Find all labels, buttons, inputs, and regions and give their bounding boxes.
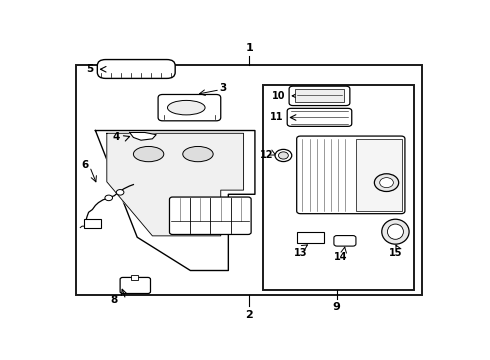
Text: 8: 8 — [110, 294, 118, 305]
Circle shape — [278, 152, 288, 159]
Ellipse shape — [183, 147, 213, 162]
Polygon shape — [96, 131, 255, 270]
Circle shape — [380, 177, 393, 188]
Ellipse shape — [388, 224, 403, 239]
FancyBboxPatch shape — [289, 86, 350, 105]
Text: 3: 3 — [219, 82, 226, 93]
Circle shape — [275, 149, 292, 162]
Text: 6: 6 — [81, 159, 88, 170]
Bar — [297, 232, 324, 243]
Circle shape — [116, 190, 124, 195]
Polygon shape — [107, 133, 244, 236]
FancyBboxPatch shape — [334, 235, 356, 246]
Text: 1: 1 — [245, 43, 253, 53]
Text: 10: 10 — [272, 91, 285, 101]
Bar — [356, 139, 402, 211]
Bar — [84, 219, 101, 228]
Text: 2: 2 — [245, 310, 253, 320]
Polygon shape — [129, 132, 156, 140]
Ellipse shape — [382, 219, 409, 244]
FancyBboxPatch shape — [158, 94, 220, 121]
Text: 12: 12 — [260, 150, 274, 160]
Text: 14: 14 — [334, 252, 348, 262]
Ellipse shape — [133, 147, 164, 162]
Circle shape — [374, 174, 399, 192]
Bar — [263, 85, 415, 290]
FancyBboxPatch shape — [98, 59, 175, 78]
FancyBboxPatch shape — [120, 278, 150, 293]
Text: 5: 5 — [86, 64, 94, 74]
Ellipse shape — [168, 100, 205, 115]
Bar — [131, 275, 138, 280]
Text: 11: 11 — [270, 112, 283, 122]
Text: 15: 15 — [389, 248, 402, 258]
Bar — [76, 66, 422, 296]
Text: 13: 13 — [294, 248, 307, 258]
FancyBboxPatch shape — [170, 197, 251, 234]
Text: 7: 7 — [227, 198, 234, 208]
FancyBboxPatch shape — [297, 136, 405, 214]
Text: 4: 4 — [113, 132, 120, 142]
FancyBboxPatch shape — [287, 108, 352, 126]
Circle shape — [105, 195, 113, 201]
Bar — [295, 90, 344, 102]
Text: 9: 9 — [333, 302, 341, 312]
